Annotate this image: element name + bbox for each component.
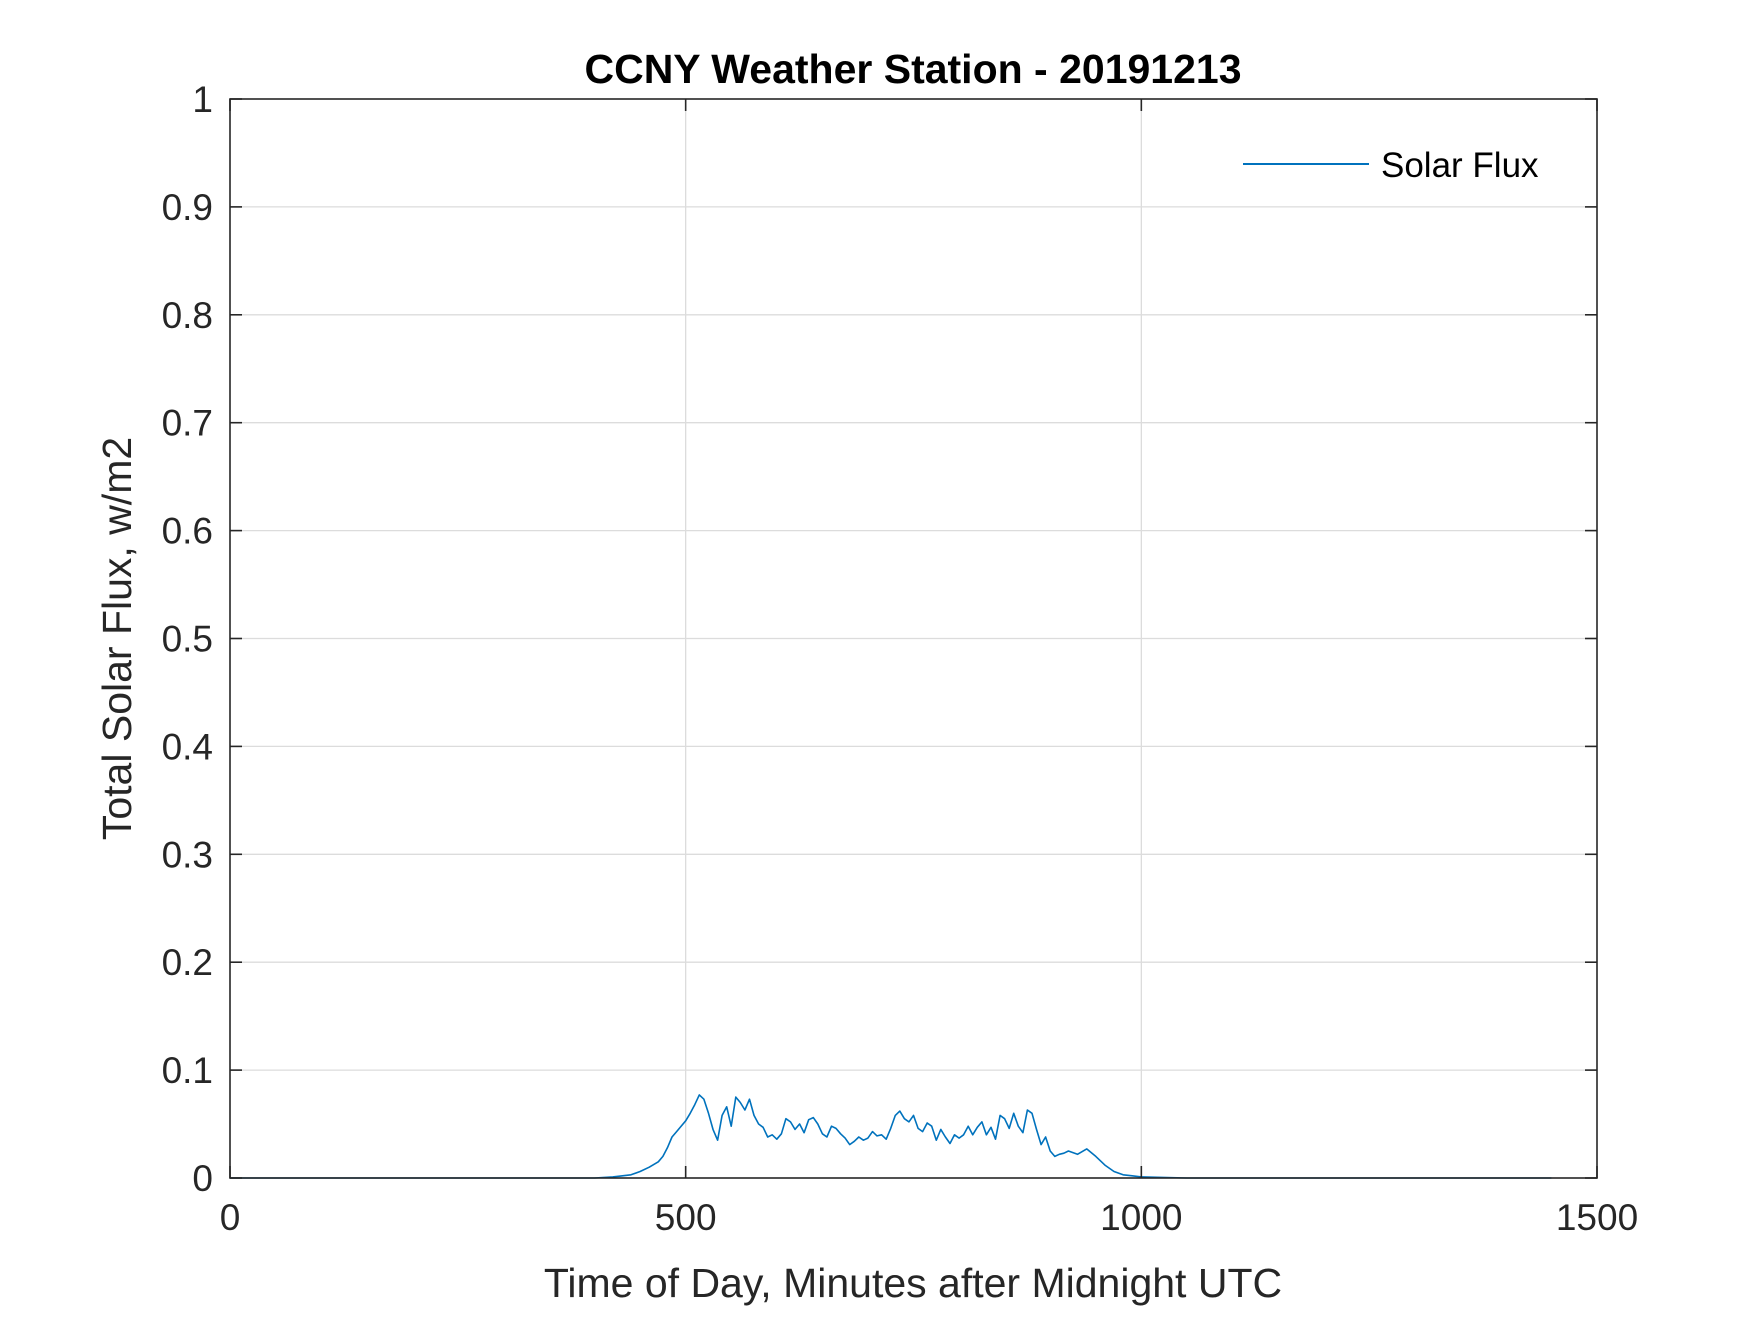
y-tick-label: 0.8 [162, 295, 213, 336]
y-tick-label: 0.5 [162, 619, 213, 660]
y-tick-label: 0.4 [162, 726, 213, 767]
y-tick-label: 0 [192, 1158, 213, 1199]
solar-flux-line [230, 1094, 1552, 1179]
y-tick-label: 1 [192, 79, 213, 120]
axes-frame [229, 98, 1598, 1179]
x-tick-label: 1000 [1100, 1197, 1182, 1238]
x-tick-label: 0 [220, 1197, 241, 1238]
x-axis-label: Time of Day, Minutes after Midnight UTC [544, 1260, 1282, 1306]
plot-series [230, 1094, 1552, 1179]
x-tick-label: 500 [655, 1197, 717, 1238]
chart-title: CCNY Weather Station - 20191213 [584, 46, 1241, 92]
grid-lines [230, 99, 1597, 1178]
y-tick-label: 0.9 [162, 187, 213, 228]
legend-label: Solar Flux [1381, 146, 1539, 185]
y-tick-label: 0.3 [162, 834, 213, 875]
legend: Solar Flux [1243, 146, 1539, 185]
y-tick-label: 0.6 [162, 511, 213, 552]
x-tick-label: 1500 [1556, 1197, 1638, 1238]
y-tick-label: 0.2 [162, 942, 213, 983]
y-tick-label: 0.1 [162, 1050, 213, 1091]
y-tick-label: 0.7 [162, 403, 213, 444]
y-axis-label: Total Solar Flux, w/m2 [94, 437, 140, 840]
tick-labels: 0 500 1000 1500 0 0.1 0.2 0.3 0.4 0.5 0.6 0.7 0.8 0.9… [162, 79, 1639, 1238]
